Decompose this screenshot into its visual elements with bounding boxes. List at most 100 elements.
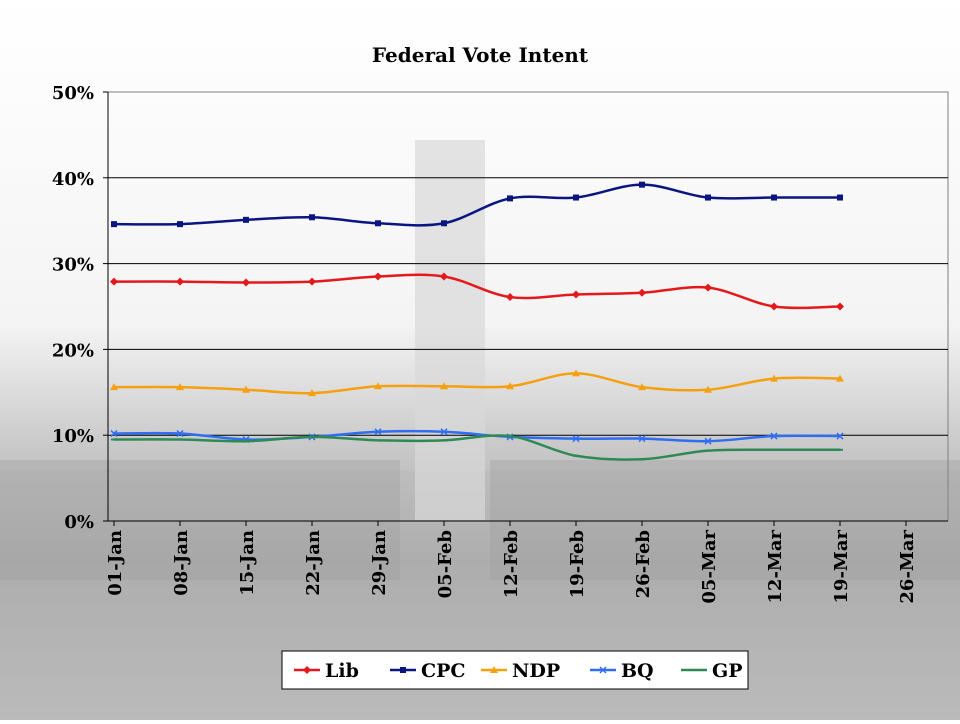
x-tick-label: 12-Feb bbox=[501, 530, 522, 598]
series-line-cpc bbox=[113, 183, 840, 227]
data-point-ndp bbox=[638, 383, 646, 391]
x-tick-label: 01-Jan bbox=[105, 530, 126, 596]
y-tick-label: 10% bbox=[52, 426, 94, 447]
data-point-ndp bbox=[440, 382, 448, 390]
data-point-ndp bbox=[374, 382, 382, 390]
data-point-lib bbox=[110, 277, 118, 286]
data-point-ndp bbox=[770, 374, 778, 382]
data-point-cpc bbox=[507, 195, 513, 202]
data-point-gp bbox=[243, 440, 249, 443]
data-point-gp bbox=[111, 438, 117, 441]
data-point-cpc bbox=[441, 220, 447, 227]
data-point-ndp bbox=[704, 385, 712, 393]
data-point-cpc bbox=[375, 220, 381, 227]
series-line-gp bbox=[113, 434, 841, 461]
data-point-bq bbox=[770, 432, 778, 440]
x-tick-label: 19-Mar bbox=[831, 529, 852, 603]
data-point-lib bbox=[836, 302, 844, 311]
data-point-gp bbox=[639, 458, 645, 461]
data-point-lib bbox=[374, 272, 382, 281]
legend-marker bbox=[490, 666, 498, 673]
series-line-lib bbox=[113, 273, 841, 310]
data-point-gp bbox=[441, 439, 447, 442]
x-tick-label: 19-Feb bbox=[567, 530, 588, 598]
data-point-cpc bbox=[705, 194, 711, 201]
data-point-ndp bbox=[176, 383, 184, 391]
data-point-gp bbox=[177, 438, 183, 441]
data-point-ndp bbox=[506, 382, 514, 390]
legend-marker bbox=[400, 667, 406, 673]
series-bq bbox=[110, 428, 844, 445]
data-point-gp bbox=[771, 448, 777, 451]
x-tick-label: 29-Jan bbox=[369, 530, 390, 596]
data-point-ndp bbox=[308, 389, 316, 397]
x-tick-label: 22-Jan bbox=[303, 530, 324, 596]
series-gp bbox=[111, 434, 843, 461]
legend-marker bbox=[303, 666, 311, 674]
x-tick-label: 05-Mar bbox=[699, 529, 720, 603]
data-point-cpc bbox=[177, 221, 183, 228]
data-point-cpc bbox=[111, 221, 117, 228]
background-scene bbox=[0, 140, 960, 720]
legend-item-cpc: CPC bbox=[390, 660, 466, 682]
data-point-bq bbox=[704, 437, 712, 445]
data-point-bq bbox=[572, 435, 580, 443]
series-cpc bbox=[111, 181, 843, 228]
data-point-ndp bbox=[572, 369, 580, 377]
x-tick-label: 08-Jan bbox=[171, 530, 192, 596]
legend-label: BQ bbox=[621, 660, 654, 682]
data-point-gp bbox=[375, 439, 381, 442]
data-point-ndp bbox=[836, 374, 844, 382]
data-point-gp bbox=[837, 448, 843, 451]
legend: Lib CPC NDP BQ GP bbox=[281, 650, 749, 690]
legend-marker bbox=[599, 666, 607, 674]
data-point-gp bbox=[573, 454, 579, 457]
data-point-bq bbox=[440, 428, 448, 436]
legend-item-gp: GP bbox=[681, 660, 743, 682]
legend-label: Lib bbox=[325, 660, 359, 682]
data-point-lib bbox=[506, 293, 514, 302]
data-point-bq bbox=[110, 429, 118, 438]
data-point-gp bbox=[507, 435, 513, 438]
x-tick-label: 26-Feb bbox=[633, 530, 654, 598]
y-tick-label: 20% bbox=[52, 340, 94, 361]
y-tick-label: 30% bbox=[52, 255, 94, 276]
series-lines bbox=[110, 181, 844, 461]
series-line-bq bbox=[113, 429, 841, 443]
y-tick-label: 0% bbox=[64, 512, 94, 533]
data-point-lib bbox=[704, 283, 712, 292]
legend-item-ndp: NDP bbox=[481, 660, 560, 682]
data-point-lib bbox=[176, 277, 184, 286]
series-lib bbox=[110, 272, 844, 311]
legend-marker bbox=[691, 669, 697, 671]
legend-box bbox=[281, 650, 749, 690]
data-point-cpc bbox=[639, 181, 645, 188]
data-point-ndp bbox=[242, 385, 250, 393]
data-point-bq bbox=[638, 435, 646, 443]
y-tick-label: 50% bbox=[52, 83, 94, 104]
legend-label: CPC bbox=[421, 660, 466, 682]
data-point-ndp bbox=[110, 383, 118, 391]
data-point-cpc bbox=[309, 214, 315, 221]
data-point-gp bbox=[309, 435, 315, 438]
x-axis: 01-Jan 08-Jan 15-Jan 22-Jan 29-Jan 05-Feb 12-F… bbox=[105, 520, 948, 604]
y-tick-label: 40% bbox=[52, 169, 94, 190]
data-point-lib bbox=[572, 290, 580, 299]
series-ndp bbox=[110, 369, 844, 397]
data-point-cpc bbox=[573, 194, 579, 201]
x-tick-label: 15-Jan bbox=[237, 530, 258, 596]
data-point-lib bbox=[308, 277, 316, 286]
legend-item-bq: BQ bbox=[590, 660, 654, 682]
legend-item-lib: Lib bbox=[294, 660, 359, 682]
data-point-gp bbox=[705, 449, 711, 452]
chart-title: Federal Vote Intent bbox=[372, 43, 589, 67]
data-point-cpc bbox=[771, 194, 777, 201]
legend-label: NDP bbox=[512, 660, 560, 682]
x-tick-label: 12-Mar bbox=[765, 529, 786, 603]
data-point-bq bbox=[176, 429, 184, 438]
series-line-ndp bbox=[113, 372, 841, 395]
y-axis: 0% 10% 20% 30% 40% 50% bbox=[52, 83, 109, 533]
data-point-lib bbox=[638, 288, 646, 297]
x-tick-label: 05-Feb bbox=[435, 530, 456, 598]
